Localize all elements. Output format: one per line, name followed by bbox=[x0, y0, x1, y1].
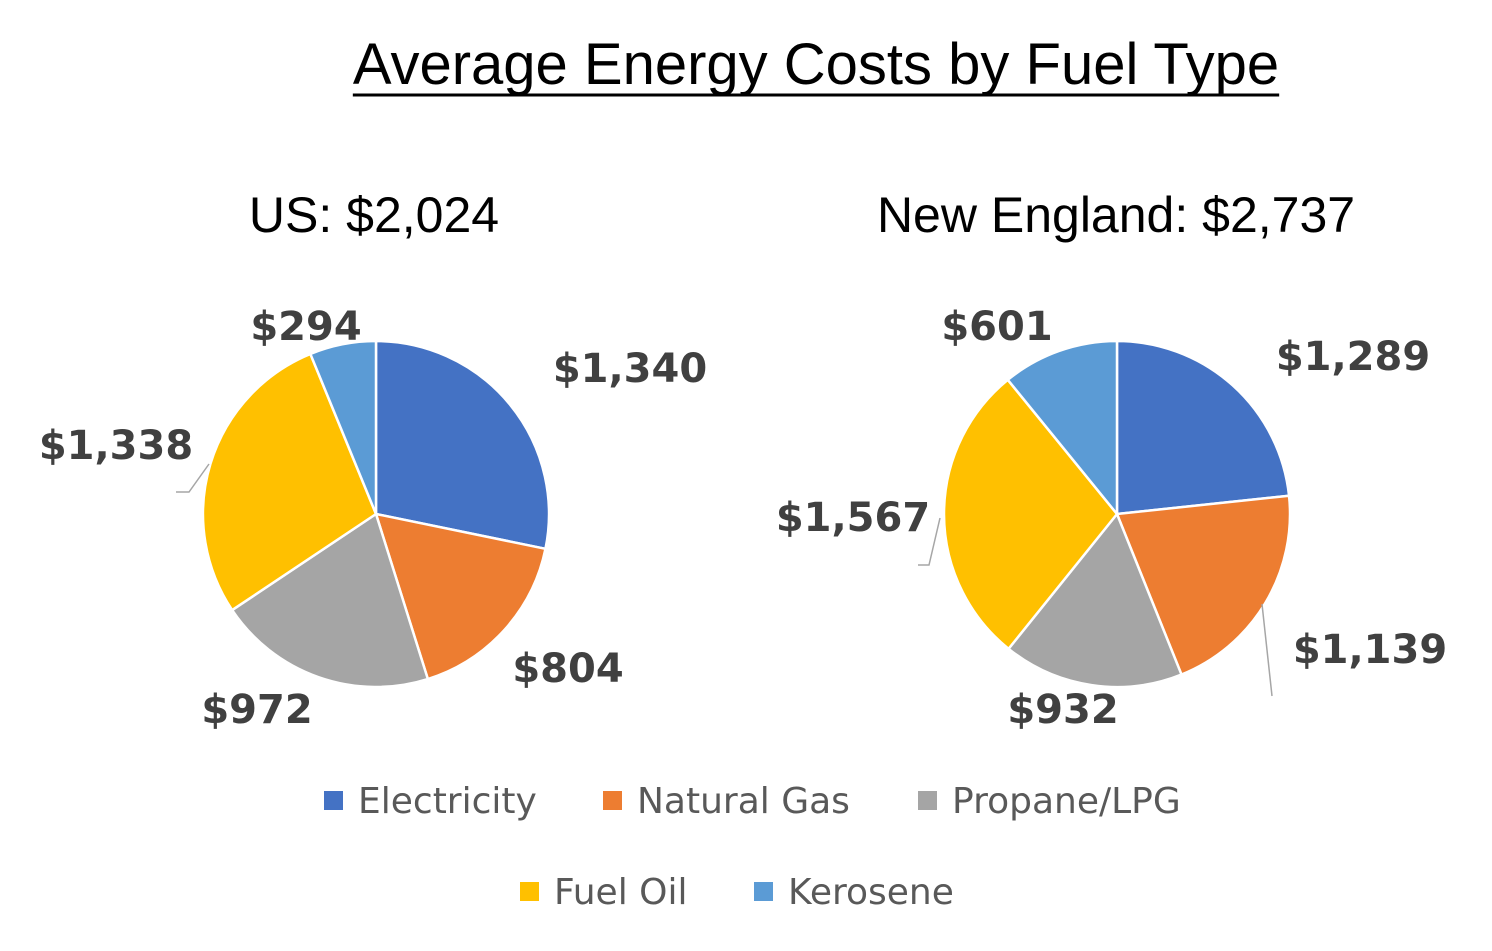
us-label-propane-lpg: $972 bbox=[201, 687, 312, 733]
new-england-slice-kerosene bbox=[1006, 339, 1119, 518]
legend-label-fuel-oil: Fuel Oil bbox=[554, 872, 688, 913]
new-england-leader-line-fuel-oil bbox=[918, 517, 941, 566]
us-label-kerosene: $294 bbox=[250, 304, 361, 350]
legend-swatch-natural-gas bbox=[603, 791, 622, 810]
us-slice-propane-lpg bbox=[230, 512, 430, 689]
legend-label-kerosene: Kerosene bbox=[788, 872, 954, 913]
legend-label-propane-lpg: Propane/LPG bbox=[952, 781, 1181, 822]
new-england-slice-fuel-oil bbox=[942, 378, 1119, 651]
us-label-electricity: $1,340 bbox=[553, 346, 707, 392]
legend-swatch-electricity bbox=[324, 791, 343, 810]
legend-label-natural-gas: Natural Gas bbox=[637, 781, 850, 822]
us-chart-title: US: $2,024 bbox=[249, 187, 499, 243]
legend: Electricity Natural Gas Propane/LPG Fuel Oi… bbox=[324, 781, 1181, 913]
us-slice-fuel-oil bbox=[201, 352, 378, 612]
new-england-label-propane-lpg: $932 bbox=[1007, 687, 1118, 733]
us-label-fuel-oil: $1,338 bbox=[39, 423, 193, 469]
chart-title: Average Energy Costs by Fuel Type bbox=[353, 32, 1279, 97]
new-england-chart-title: New England: $2,737 bbox=[877, 187, 1355, 243]
us-pie: $1,340 $804 $972 $1,338 $294 bbox=[39, 304, 707, 733]
legend-swatch-propane-lpg bbox=[918, 791, 937, 810]
new-england-pie: $1,289 $1,139 $932 $1,567 $601 bbox=[776, 304, 1447, 733]
new-england-leader-line-natural-gas bbox=[1261, 603, 1273, 697]
legend-label-electricity: Electricity bbox=[358, 781, 537, 822]
us-slice-electricity bbox=[374, 339, 551, 551]
new-england-slice-natural-gas bbox=[1115, 494, 1292, 677]
us-slice-natural-gas bbox=[374, 512, 547, 681]
new-england-slice-propane-lpg bbox=[1006, 511, 1184, 689]
us-label-natural-gas: $804 bbox=[512, 646, 623, 692]
new-england-label-fuel-oil: $1,567 bbox=[776, 495, 930, 541]
us-slice-kerosene bbox=[308, 339, 378, 515]
new-england-label-electricity: $1,289 bbox=[1276, 334, 1430, 380]
new-england-slice-electricity bbox=[1115, 339, 1291, 516]
new-england-label-natural-gas: $1,139 bbox=[1293, 627, 1447, 673]
new-england-label-kerosene: $601 bbox=[941, 304, 1052, 350]
us-leader-line-fuel-oil bbox=[176, 463, 210, 493]
legend-swatch-fuel-oil bbox=[520, 882, 539, 901]
legend-swatch-kerosene bbox=[754, 882, 773, 901]
